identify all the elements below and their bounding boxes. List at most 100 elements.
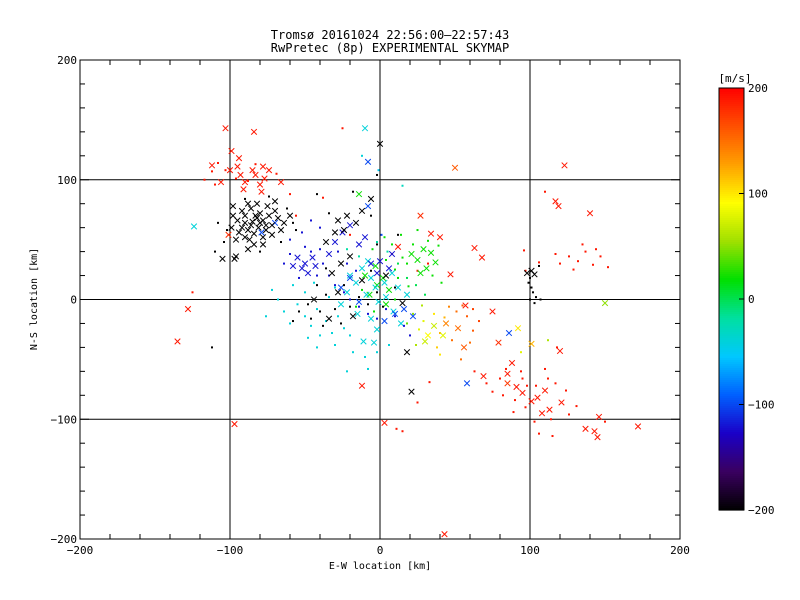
data-point-cross [528, 340, 535, 347]
colorbar-swatch [719, 402, 744, 405]
data-point-dot [428, 381, 431, 384]
colorbar-swatch [719, 336, 744, 339]
colorbar-swatch [719, 420, 744, 423]
colorbar-swatch [719, 430, 744, 433]
data-point-dot [319, 334, 321, 337]
data-point-cross [309, 254, 316, 261]
colorbar-swatch [719, 436, 744, 439]
colorbar-swatch [719, 308, 744, 311]
data-point-dot [328, 212, 330, 215]
colorbar-swatch [719, 202, 744, 205]
colorbar-swatch [719, 188, 744, 191]
data-point-cross [174, 338, 181, 345]
data-point-dot [289, 322, 291, 325]
data-point-cross [277, 178, 285, 186]
colorbar-swatch [719, 400, 744, 403]
data-point-dot [527, 281, 530, 284]
data-point-cross [259, 241, 267, 248]
data-point-cross [256, 219, 264, 227]
data-point-cross [439, 332, 447, 339]
data-point-dot [380, 233, 383, 236]
colorbar-swatch [719, 94, 744, 97]
data-point-cross [556, 347, 564, 355]
data-point-cross [414, 256, 421, 264]
data-point-dot [310, 317, 312, 320]
data-point-dot [325, 267, 327, 270]
data-point-cross [237, 171, 244, 179]
colorbar-swatch [719, 214, 744, 217]
data-point-cross [361, 272, 369, 279]
data-point-dot [316, 193, 318, 196]
data-point-dot [367, 367, 369, 370]
data-point-dot [334, 286, 336, 289]
data-point-dot [304, 245, 306, 248]
data-point-dot [331, 332, 333, 335]
data-point-cross [358, 265, 366, 272]
colorbar-swatch [719, 456, 744, 459]
data-point-cross [471, 244, 478, 252]
data-point-cross [372, 284, 379, 291]
colorbar-swatch [719, 158, 744, 161]
data-point-cross [262, 226, 270, 234]
data-point-dot [502, 394, 504, 397]
colorbar-swatch [719, 100, 744, 103]
colorbar-swatch [719, 184, 744, 187]
data-point-cross [265, 212, 273, 219]
data-point-cross [381, 279, 388, 286]
data-point-dot [296, 303, 299, 306]
data-point-dot [401, 184, 404, 187]
data-point-cross [346, 274, 354, 282]
colorbar-swatch [719, 280, 744, 283]
x-axis-label: E-W location [km] [329, 561, 431, 572]
data-point-cross [286, 212, 294, 219]
colorbar-swatch [719, 500, 744, 503]
data-point-cross [241, 219, 249, 227]
colorbar-swatch [719, 224, 744, 227]
data-point-dot [409, 334, 411, 337]
data-point-cross [217, 178, 225, 186]
colorbar-swatch [719, 390, 744, 393]
chart-subtitle: RwPretec (8p) EXPERIMENTAL SKYMAP [271, 41, 509, 55]
data-point-dot [386, 250, 389, 253]
colorbar-swatch [719, 478, 744, 481]
data-point-dot [217, 221, 219, 224]
data-point-dot [505, 367, 507, 370]
colorbar-swatch [719, 418, 744, 421]
data-point-cross [634, 423, 642, 430]
data-point-dot [283, 262, 285, 265]
data-point-cross [265, 167, 273, 174]
colorbar-swatch [719, 166, 744, 169]
colorbar-swatch [719, 250, 744, 253]
colorbar-swatch [719, 322, 744, 325]
colorbar-swatch [719, 302, 744, 305]
data-point-dot [401, 256, 404, 259]
data-point-dot [538, 264, 540, 267]
data-point-dot [529, 276, 531, 279]
data-point-cross [376, 258, 384, 265]
colorbar-swatch [719, 248, 744, 251]
colorbar-swatch [719, 198, 744, 201]
data-point-dot [226, 229, 228, 232]
data-point-dot [439, 353, 441, 356]
data-point-cross [280, 219, 288, 227]
data-point-dot [346, 370, 348, 373]
data-point-dot [520, 351, 522, 354]
data-point-dot [533, 420, 536, 423]
data-point-dot [385, 258, 387, 261]
data-point-dot [217, 161, 219, 164]
data-point-cross [249, 218, 256, 225]
data-point-dot [455, 310, 458, 313]
data-point-dot [271, 288, 273, 291]
colorbar-label: [m/s] [718, 72, 751, 85]
data-point-dot [235, 177, 237, 180]
colorbar-swatch [719, 480, 744, 483]
data-point-cross [421, 338, 429, 345]
data-point-cross [541, 387, 549, 394]
data-point-cross [385, 286, 393, 294]
data-point-dot [358, 305, 360, 308]
colorbar-swatch [719, 260, 744, 263]
colorbar-swatch [719, 424, 744, 427]
colorbar-swatch [719, 428, 744, 431]
colorbar-swatch [719, 490, 744, 493]
data-point-cross [271, 198, 279, 205]
